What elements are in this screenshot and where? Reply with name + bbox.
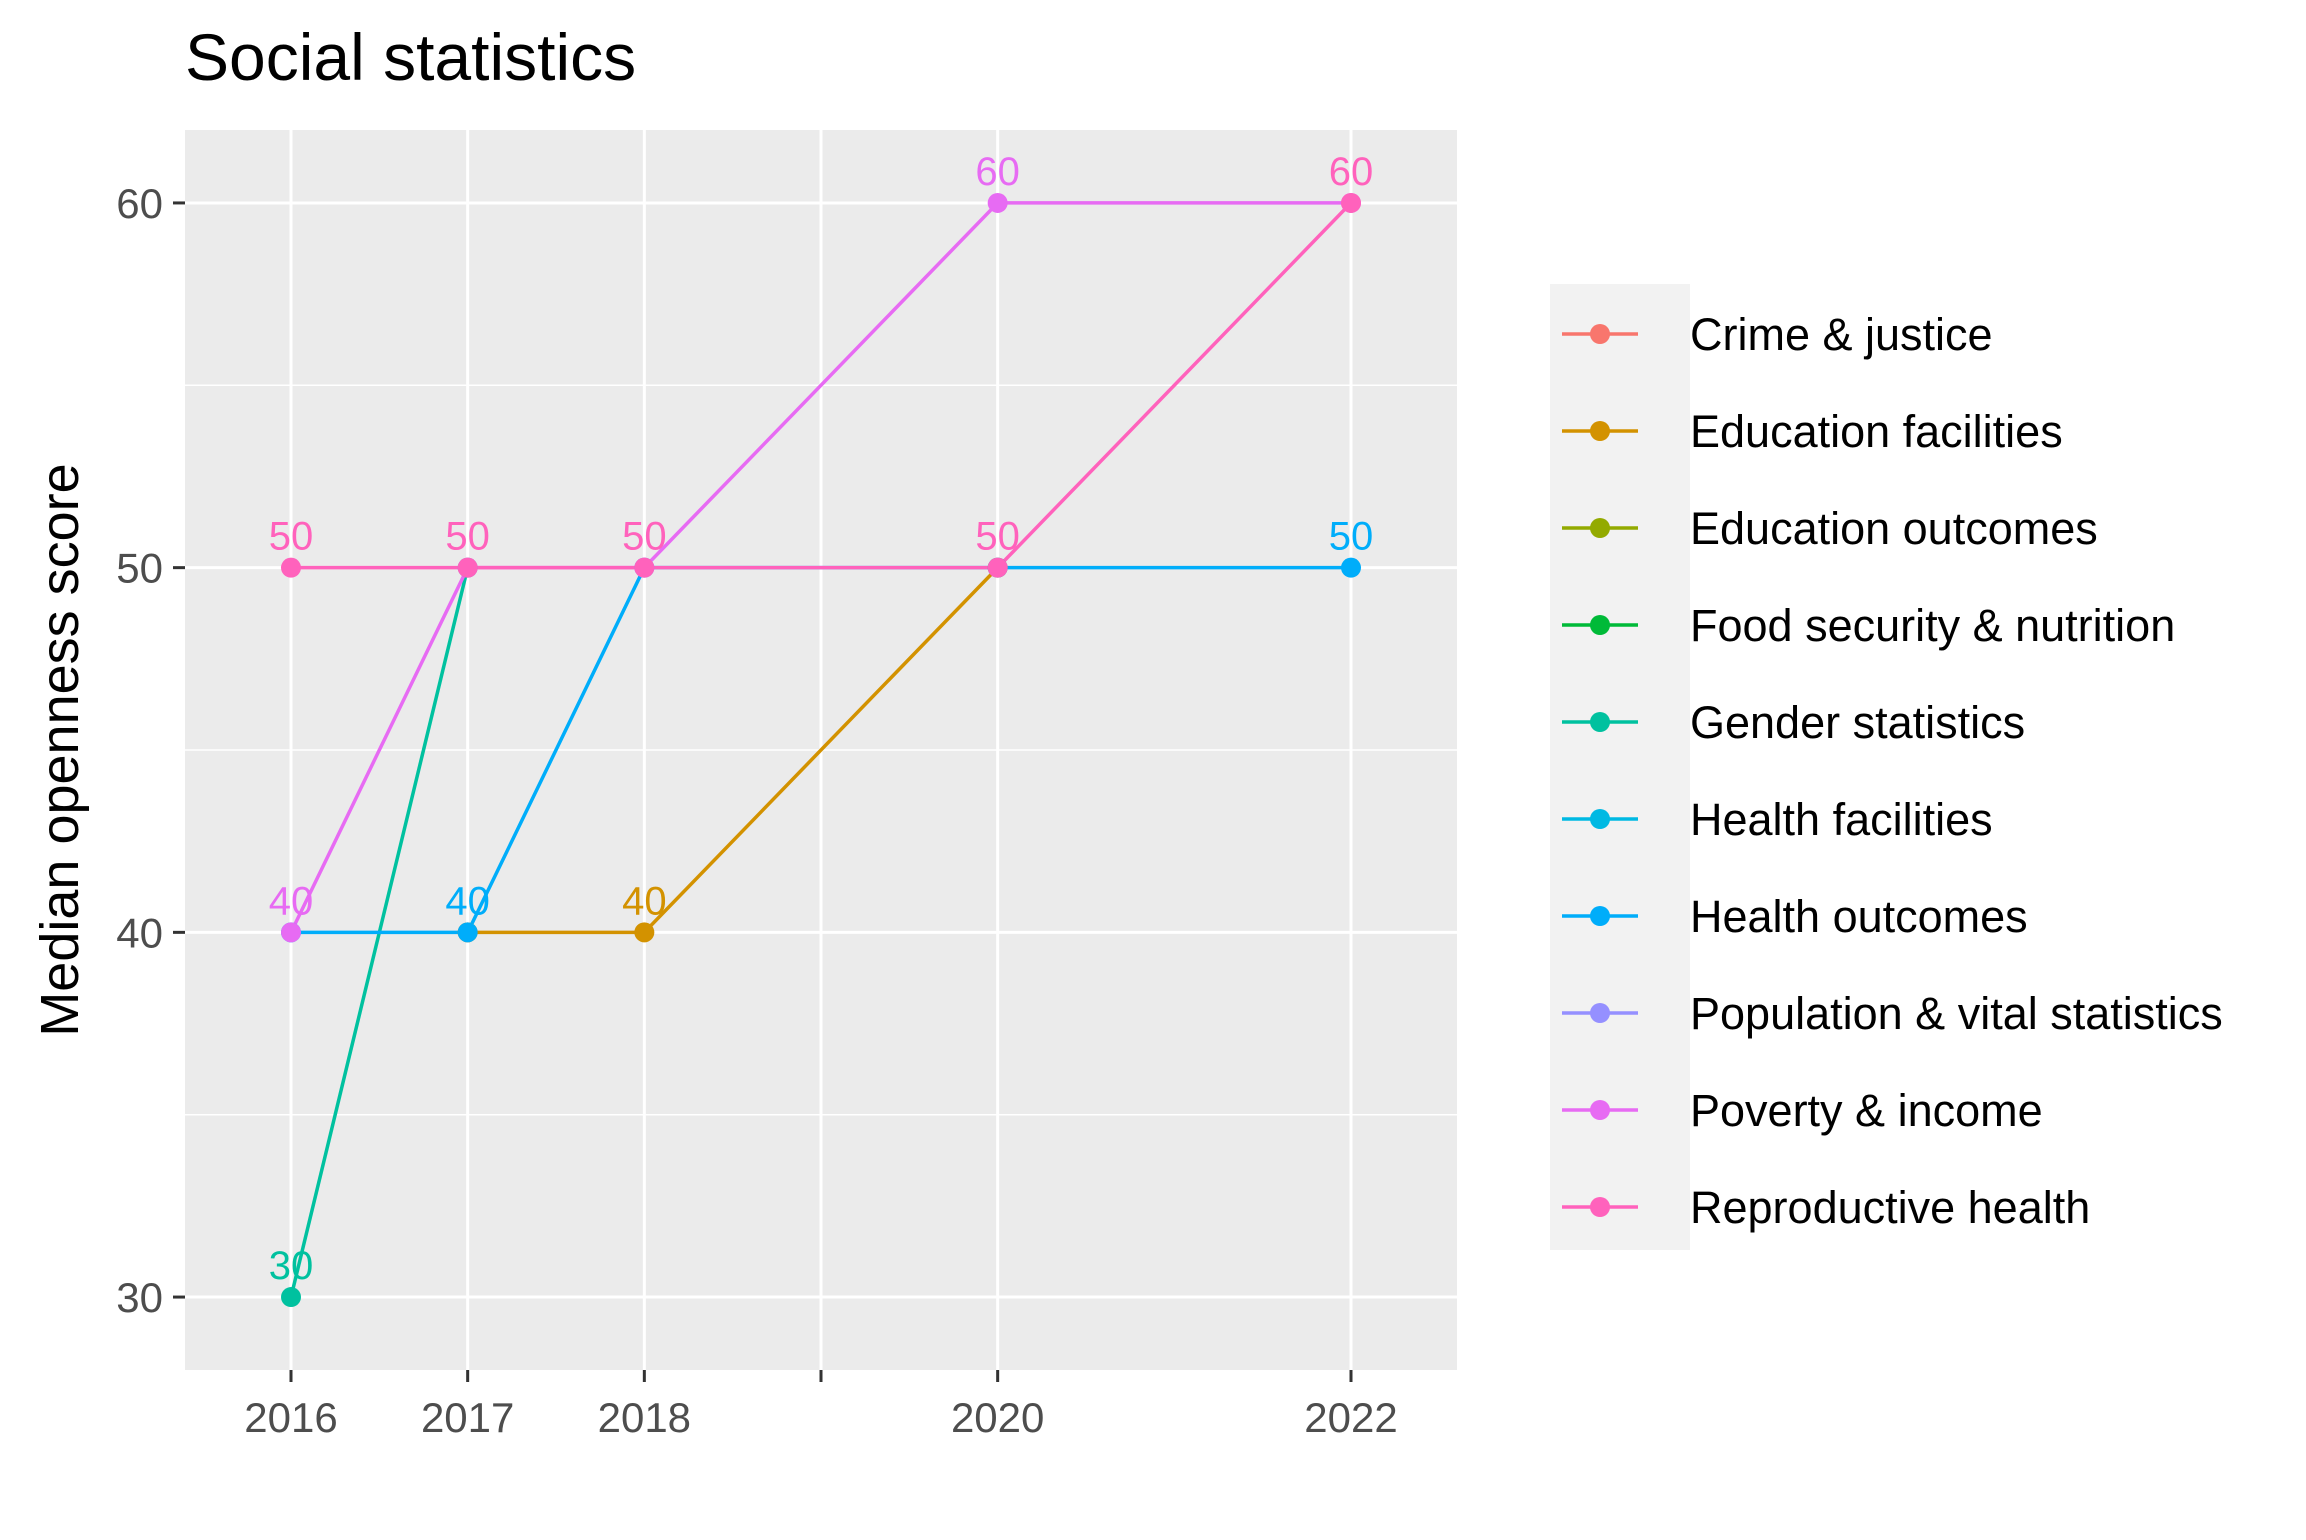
- series-points: [281, 192, 1361, 1308]
- legend-key-point: [1590, 615, 1610, 635]
- data-label: 50: [1329, 515, 1374, 559]
- x-tick-label: 2018: [598, 1394, 691, 1441]
- legend-label: Poverty & income: [1690, 1085, 2043, 1136]
- x-tick-label: 2016: [244, 1394, 337, 1441]
- legend-key-point: [1590, 1003, 1610, 1023]
- data-point: [1341, 557, 1361, 578]
- data-point: [457, 557, 478, 578]
- data-label: 50: [269, 515, 314, 559]
- y-tick-label: 50: [116, 545, 163, 592]
- legend-label: Crime & justice: [1690, 309, 1993, 360]
- x-tick-label: 2017: [421, 1394, 514, 1441]
- legend-key-point: [1590, 1100, 1610, 1120]
- data-point: [457, 922, 478, 943]
- legend-key-point: [1590, 809, 1610, 829]
- data-label: 50: [445, 515, 490, 559]
- chart-title: Social statistics: [185, 20, 636, 94]
- legend-key-point: [1590, 518, 1610, 538]
- y-axis: 30 40 50 60: [116, 180, 185, 1321]
- legend-key-point: [1590, 712, 1610, 732]
- data-labels: 30 40 50 40 50 40 50 50 60 50 60: [269, 150, 1374, 1288]
- data-label: 40: [269, 879, 314, 923]
- x-tick-label: 2022: [1304, 1394, 1397, 1441]
- data-label: 50: [622, 515, 667, 559]
- legend-label: Food security & nutrition: [1690, 600, 2175, 651]
- legend-label: Health facilities: [1690, 794, 1993, 845]
- legend-label: Gender statistics: [1690, 697, 2025, 748]
- legend-box: [1550, 284, 1690, 1250]
- data-label: 50: [975, 515, 1020, 559]
- data-label: 40: [622, 879, 667, 923]
- y-tick-label: 40: [116, 909, 163, 956]
- data-point: [281, 922, 301, 943]
- legend-key-point: [1590, 324, 1610, 344]
- x-axis: 2016 2017 2018 2020 2022: [244, 1370, 1398, 1441]
- data-point: [281, 557, 301, 578]
- data-point: [987, 557, 1008, 578]
- data-label: 30: [269, 1244, 314, 1288]
- data-point: [1341, 192, 1361, 213]
- data-point: [634, 557, 655, 578]
- legend-label: Population & vital statistics: [1690, 988, 2223, 1039]
- data-point: [281, 1287, 301, 1308]
- legend-label: Health outcomes: [1690, 891, 2028, 942]
- legend: Crime & justice Education facilities Educa…: [1562, 309, 2223, 1233]
- data-label: 60: [975, 150, 1020, 194]
- x-tick-label: 2020: [951, 1394, 1044, 1441]
- y-tick-label: 30: [116, 1274, 163, 1321]
- legend-label: Reproductive health: [1690, 1182, 2090, 1233]
- legend-label: Education outcomes: [1690, 503, 2098, 554]
- legend-key-point: [1590, 421, 1610, 441]
- legend-key-point: [1590, 1197, 1610, 1217]
- y-axis-label: Median openness score: [30, 463, 90, 1036]
- data-label: 60: [1329, 150, 1374, 194]
- legend-key-point: [1590, 906, 1610, 926]
- legend-label: Education facilities: [1690, 406, 2063, 457]
- y-tick-label: 60: [116, 180, 163, 227]
- data-point: [634, 922, 655, 943]
- data-point: [987, 192, 1008, 213]
- data-label: 40: [445, 879, 490, 923]
